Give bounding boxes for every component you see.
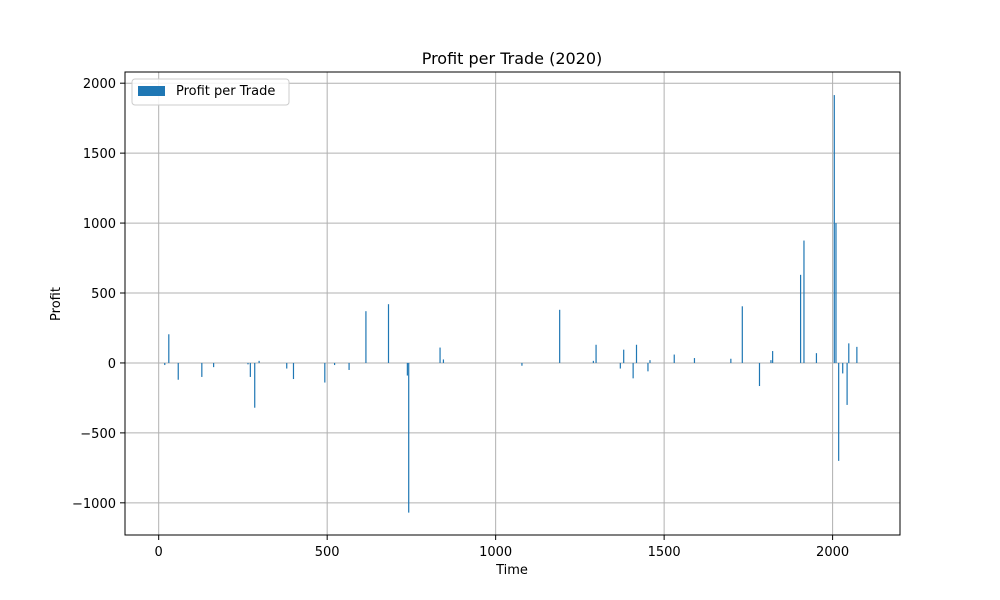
bar [693,358,696,363]
y-tick-label: 500 [91,287,116,302]
x-tick-label: 0 [155,545,163,560]
bar [365,311,367,363]
bar [770,360,772,363]
y-axis-label: Profit [49,287,64,321]
y-tick-label: 1000 [83,217,116,232]
bar [592,360,594,363]
y-tick-label: 0 [108,357,116,372]
bar [835,223,837,363]
bar [406,362,408,376]
plot-frame [124,71,901,536]
y-tick-label: 2000 [83,77,116,92]
bar [799,274,802,363]
bar [846,362,848,405]
bar [833,95,835,363]
bar [164,362,166,366]
bar [247,362,249,365]
legend-swatch [138,86,165,96]
bar [595,344,597,363]
bar [772,351,774,363]
bar [647,362,649,372]
bar [619,362,621,369]
legend-label: Profit per Trade [176,84,275,99]
bar [842,362,844,374]
x-axis-label: Time [495,563,528,578]
legend-box [131,78,290,106]
chart-title: Profit per Trade (2020) [422,49,603,68]
bar [286,362,288,369]
bar [249,362,251,377]
bar [559,309,561,363]
bar [649,360,651,363]
bar [348,362,350,370]
bar [201,362,203,377]
bar [324,362,326,383]
bar [815,353,818,363]
y-tick-label: −1000 [72,497,116,512]
bar [408,362,410,513]
x-tick-label: 2000 [816,545,849,560]
bar [741,306,743,363]
x-tick-label: 1000 [479,545,512,560]
bar [254,362,256,408]
bar [848,343,850,363]
bar [213,362,215,368]
bar [758,362,761,387]
y-axis-ticks: −1000 −500 0 500 1000 1500 2000 [72,77,125,512]
bar [168,334,170,363]
bar [803,240,805,363]
bar [838,362,840,461]
bar [439,347,441,363]
y-tick-label: 1500 [83,147,116,162]
bar [177,362,179,380]
bar [521,362,523,366]
x-tick-label: 1500 [648,545,681,560]
x-tick-label: 500 [315,545,340,560]
x-axis-ticks: 0 500 1000 1500 2000 [155,535,849,560]
legend: Profit per Trade [131,78,290,106]
bar [623,349,625,363]
bar [333,362,336,366]
bar [673,354,675,363]
bar [258,360,260,363]
y-tick-label: −500 [80,427,116,442]
bar [730,358,732,363]
bars [164,95,858,513]
bar [632,362,634,379]
bar [442,359,445,363]
bar [635,344,638,363]
bar [387,304,390,363]
bar [856,346,858,363]
bar [292,362,295,380]
